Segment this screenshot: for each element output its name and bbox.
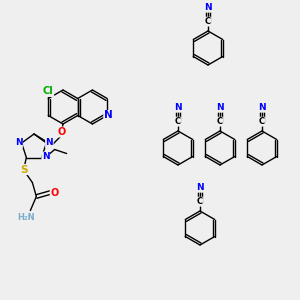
Text: C: C [205,17,211,26]
Text: S: S [21,164,28,175]
Text: N: N [196,183,204,192]
Text: C: C [175,117,181,126]
Text: O: O [50,188,58,197]
Text: N: N [216,103,224,112]
Text: N: N [174,103,182,112]
Text: C: C [217,117,223,126]
Text: C: C [259,117,265,126]
Text: N: N [46,139,53,148]
Text: N: N [204,3,212,12]
Text: C: C [197,197,203,206]
Text: Cl: Cl [43,86,54,97]
Text: N: N [104,110,112,121]
Text: H₂N: H₂N [17,213,35,222]
Text: N: N [15,139,22,148]
Text: N: N [42,152,50,161]
Text: N: N [258,103,266,112]
Text: O: O [58,127,66,137]
